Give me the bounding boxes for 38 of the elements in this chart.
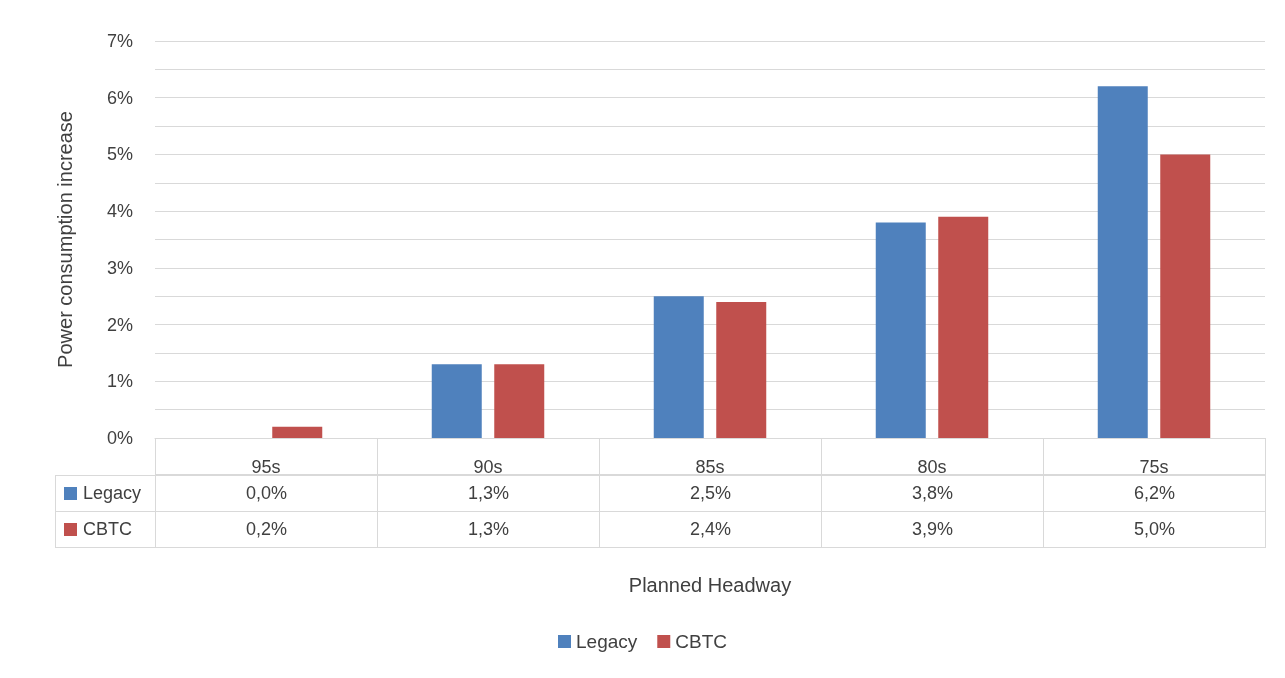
data-label: 1,3% bbox=[377, 511, 600, 548]
y-tick-label: 1% bbox=[106, 371, 133, 392]
bar bbox=[653, 296, 704, 438]
legend-label: CBTC bbox=[83, 519, 132, 540]
bar bbox=[716, 301, 767, 438]
text: Legacy bbox=[83, 483, 142, 503]
y-tick-label: 5% bbox=[106, 144, 133, 165]
bar bbox=[431, 364, 482, 438]
y-axis-title: Power consumption increase bbox=[54, 111, 76, 368]
bar bbox=[272, 426, 323, 438]
x-tick-label: 75s bbox=[1139, 457, 1169, 477]
x-axis-title: Planned Headway bbox=[628, 574, 792, 596]
y-tick-label: 3% bbox=[106, 257, 133, 278]
data-label: 6,2% bbox=[1133, 483, 1176, 503]
x-tick-label: 95s bbox=[251, 457, 281, 477]
data-label: 2,5% bbox=[689, 483, 732, 503]
x-tick-label: 80s bbox=[917, 457, 947, 477]
bar bbox=[938, 216, 989, 438]
bar bbox=[1160, 154, 1211, 438]
bar bbox=[1097, 86, 1148, 438]
data-label: 0,2% bbox=[155, 511, 378, 548]
bar bbox=[875, 222, 926, 438]
y-tick-label: 6% bbox=[106, 87, 133, 108]
data-label: 5,0% bbox=[1043, 511, 1266, 548]
y-tick-label: 7% bbox=[106, 31, 133, 51]
data-label: 0,0% bbox=[245, 483, 288, 503]
data-label: 3,9% bbox=[821, 511, 1044, 548]
y-tick-label: 2% bbox=[106, 314, 133, 335]
data-label: 1,3% bbox=[467, 483, 510, 503]
legend-label: Legacy bbox=[576, 631, 638, 652]
y-tick-label: 4% bbox=[106, 201, 133, 222]
data-label: 2,4% bbox=[599, 511, 822, 548]
bar bbox=[494, 364, 545, 438]
x-tick-label: 85s bbox=[695, 457, 725, 477]
y-tick-label: 0% bbox=[106, 428, 133, 448]
x-tick-label: 90s bbox=[473, 457, 503, 477]
data-label: 3,8% bbox=[911, 483, 954, 503]
text: CBTC bbox=[675, 631, 728, 652]
